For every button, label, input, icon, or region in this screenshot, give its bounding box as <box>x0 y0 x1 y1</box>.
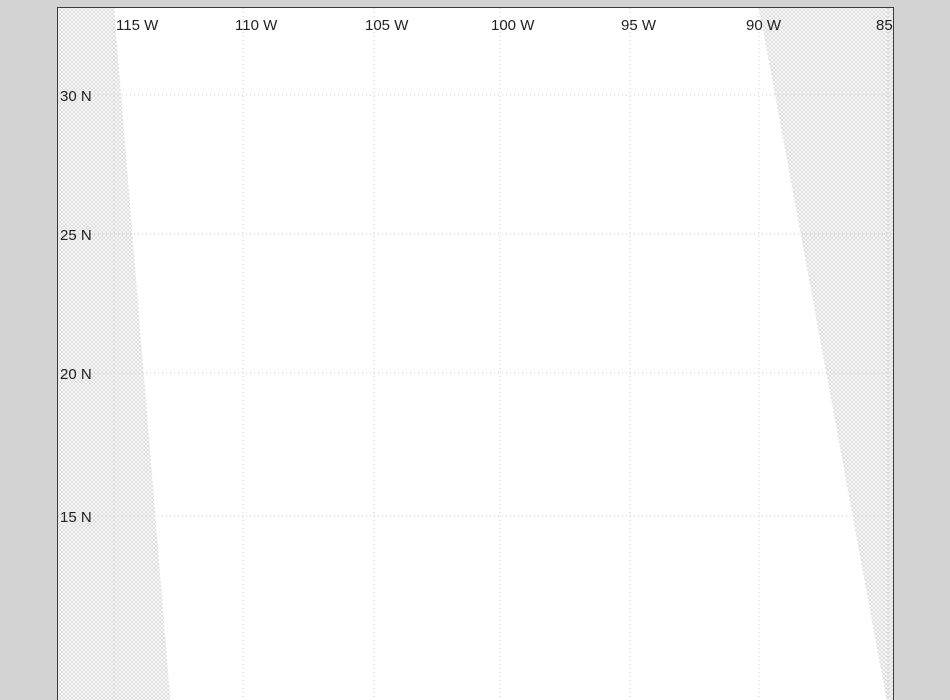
svg-text:25 N: 25 N <box>60 227 92 244</box>
svg-text:105 W: 105 W <box>365 17 409 34</box>
svg-text:30 N: 30 N <box>60 88 92 105</box>
svg-text:85 W: 85 W <box>876 17 894 34</box>
svg-text:90 W: 90 W <box>746 17 782 34</box>
svg-text:20 N: 20 N <box>60 366 92 383</box>
svg-text:115 W: 115 W <box>116 17 159 34</box>
svg-text:110 W: 110 W <box>235 17 278 34</box>
svg-text:15 N: 15 N <box>60 509 92 526</box>
svg-text:95 W: 95 W <box>621 17 657 34</box>
svg-text:100 W: 100 W <box>491 17 535 34</box>
